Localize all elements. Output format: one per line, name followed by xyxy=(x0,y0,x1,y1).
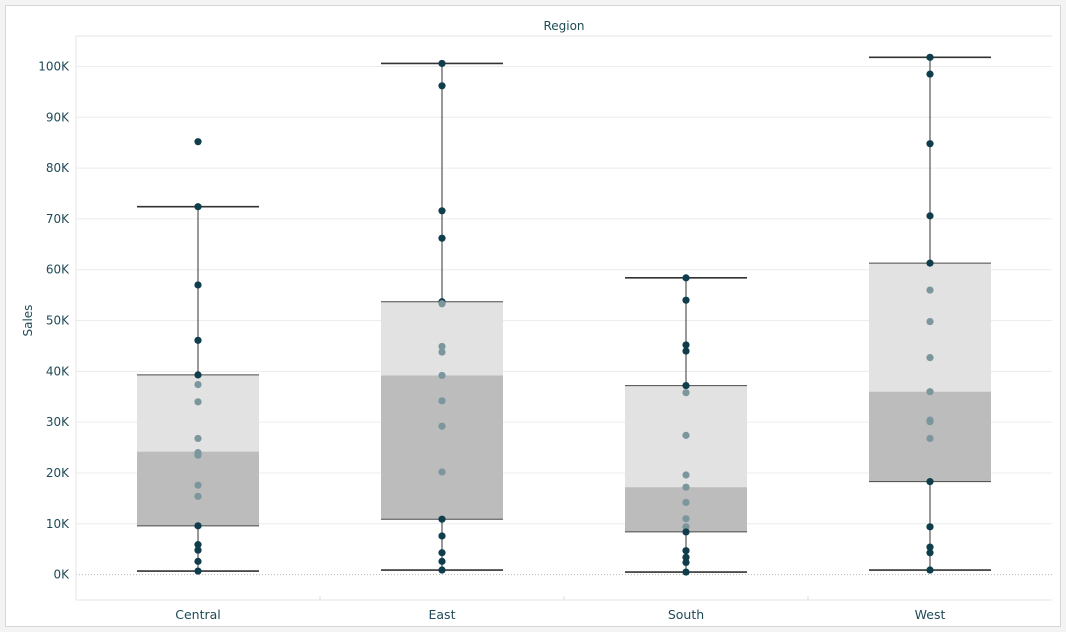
data-point[interactable] xyxy=(926,212,934,220)
data-point[interactable] xyxy=(926,286,934,294)
y-tick-label: 100K xyxy=(38,59,70,73)
data-point[interactable] xyxy=(438,300,446,308)
y-tick-label: 20K xyxy=(46,466,70,480)
y-tick-label: 80K xyxy=(46,161,70,175)
y-tick-label: 30K xyxy=(46,415,70,429)
y-tick-label: 60K xyxy=(46,263,70,277)
data-point[interactable] xyxy=(194,398,202,406)
data-point[interactable] xyxy=(438,549,446,557)
box-upper-hinge xyxy=(869,263,991,392)
data-point[interactable] xyxy=(682,568,690,576)
box-upper-hinge xyxy=(381,301,503,376)
data-point[interactable] xyxy=(194,522,202,530)
box-south xyxy=(625,274,747,576)
box-central xyxy=(137,138,259,575)
data-point[interactable] xyxy=(926,70,934,78)
data-point[interactable] xyxy=(194,336,202,344)
header-title: Region xyxy=(543,19,584,33)
y-tick-label: 0K xyxy=(53,568,70,582)
data-point[interactable] xyxy=(438,422,446,430)
data-point[interactable] xyxy=(438,342,446,351)
data-point[interactable] xyxy=(194,481,202,489)
data-point[interactable] xyxy=(926,478,934,486)
data-point[interactable] xyxy=(194,541,202,549)
data-point[interactable] xyxy=(682,296,690,304)
x-category-label: West xyxy=(915,607,946,622)
data-point[interactable] xyxy=(438,82,446,90)
data-point[interactable] xyxy=(682,471,690,479)
data-point[interactable] xyxy=(438,566,446,574)
box-plot-chart: Region Sales 0K 10K 20K 30K 40K 50K 60K 70K 80K 9… xyxy=(21,19,1052,622)
data-point[interactable] xyxy=(926,566,934,574)
chart-frame: Region Sales 0K 10K 20K 30K 40K 50K 60K 70K 80K 9… xyxy=(5,5,1061,627)
data-point[interactable] xyxy=(194,546,202,554)
data-point[interactable] xyxy=(926,140,934,148)
data-point[interactable] xyxy=(438,515,446,523)
boxes xyxy=(137,53,991,576)
data-point[interactable] xyxy=(194,492,202,500)
box-lower-hinge xyxy=(381,375,503,520)
data-point[interactable] xyxy=(682,523,690,531)
data-point[interactable] xyxy=(682,515,690,523)
data-point[interactable] xyxy=(438,371,446,380)
data-point[interactable] xyxy=(438,532,446,540)
data-point[interactable] xyxy=(194,557,202,565)
data-point[interactable] xyxy=(926,434,934,443)
data-point[interactable] xyxy=(926,549,934,557)
data-point[interactable] xyxy=(194,281,202,289)
box-west xyxy=(869,53,991,574)
data-point[interactable] xyxy=(194,451,202,459)
data-point[interactable] xyxy=(194,203,202,211)
data-point[interactable] xyxy=(682,498,690,507)
data-point[interactable] xyxy=(438,59,446,68)
data-point[interactable] xyxy=(438,397,446,405)
data-point[interactable] xyxy=(194,567,202,575)
data-point[interactable] xyxy=(438,557,446,565)
data-point[interactable] xyxy=(438,207,446,215)
data-point[interactable] xyxy=(926,317,934,326)
box-east xyxy=(381,59,503,574)
data-point[interactable] xyxy=(194,371,202,379)
data-point[interactable] xyxy=(194,138,202,146)
y-tick-label: 70K xyxy=(46,212,70,226)
x-category-label: East xyxy=(429,607,456,622)
data-point[interactable] xyxy=(926,418,934,426)
data-point[interactable] xyxy=(194,434,202,443)
y-tick-label: 10K xyxy=(46,517,70,531)
data-point[interactable] xyxy=(682,381,690,390)
data-point[interactable] xyxy=(194,380,202,389)
x-axis-labels: Central East South West xyxy=(175,607,945,622)
data-point[interactable] xyxy=(926,259,934,267)
y-tick-label: 50K xyxy=(46,314,70,328)
data-point[interactable] xyxy=(438,348,446,356)
data-point[interactable] xyxy=(682,274,690,282)
data-point[interactable] xyxy=(682,547,690,555)
data-point[interactable] xyxy=(926,543,934,551)
data-point[interactable] xyxy=(438,468,446,476)
data-point[interactable] xyxy=(926,354,934,362)
y-tick-label: 40K xyxy=(46,364,70,378)
data-point[interactable] xyxy=(926,53,934,61)
data-point[interactable] xyxy=(682,483,690,491)
data-point[interactable] xyxy=(438,234,446,242)
y-axis-ticks: 0K 10K 20K 30K 40K 50K 60K 70K 80K 90K 100K xyxy=(38,59,70,581)
data-point[interactable] xyxy=(682,389,690,397)
data-point[interactable] xyxy=(682,528,690,536)
data-point[interactable] xyxy=(926,388,934,396)
data-point[interactable] xyxy=(682,553,690,561)
data-point[interactable] xyxy=(682,341,690,349)
y-tick-label: 90K xyxy=(46,110,70,124)
data-point[interactable] xyxy=(682,558,690,567)
data-point[interactable] xyxy=(682,431,690,439)
data-point[interactable] xyxy=(926,523,934,531)
y-axis-title: Sales xyxy=(21,305,35,337)
x-category-label: South xyxy=(668,607,704,622)
x-category-label: Central xyxy=(175,607,221,622)
data-point[interactable] xyxy=(682,347,690,355)
